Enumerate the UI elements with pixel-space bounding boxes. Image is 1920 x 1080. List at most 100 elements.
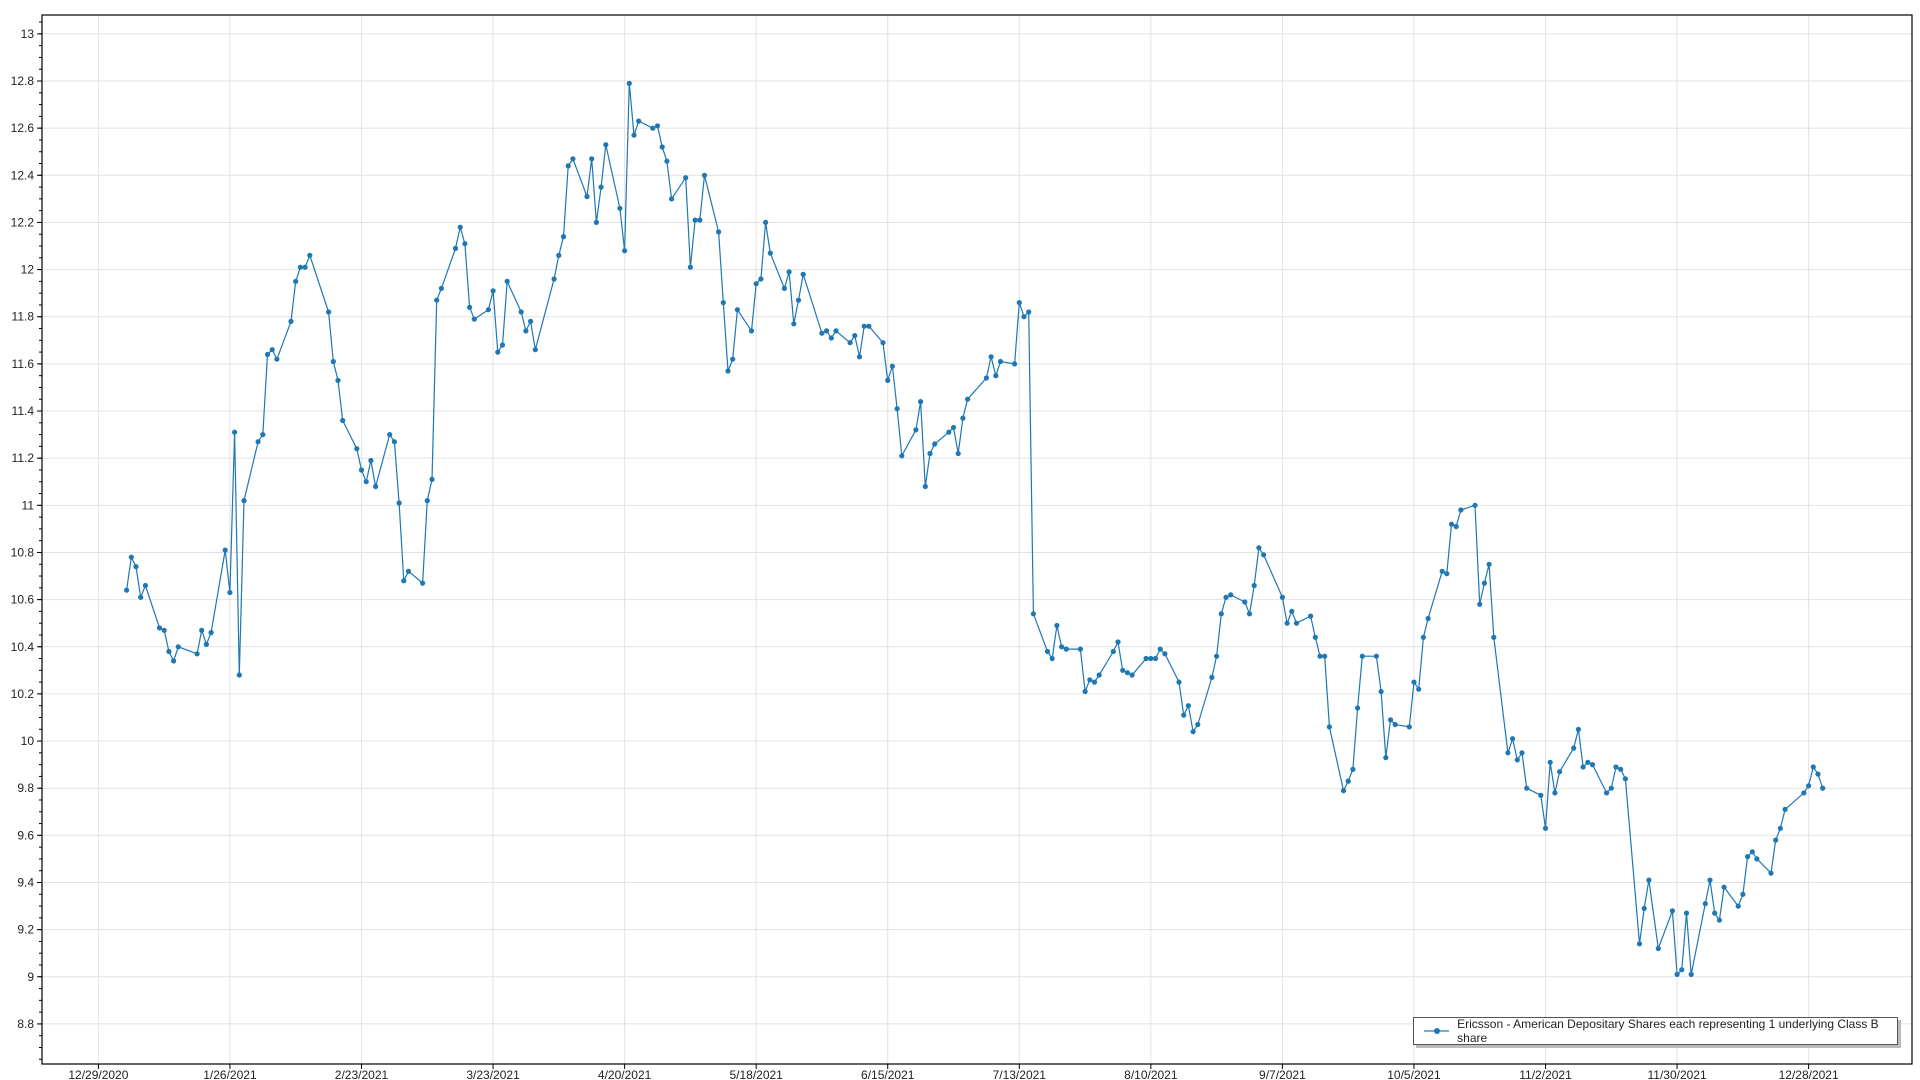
data-point	[791, 321, 797, 327]
data-point	[335, 377, 341, 383]
data-point	[1378, 688, 1384, 695]
data-point	[1721, 884, 1727, 890]
data-point	[1773, 837, 1779, 843]
data-point	[1162, 651, 1168, 657]
gridlines	[42, 15, 1912, 1064]
data-point	[1077, 646, 1083, 652]
data-point	[664, 158, 670, 164]
data-point	[758, 276, 764, 282]
data-point	[373, 483, 379, 490]
data-point	[161, 627, 167, 633]
data-point	[1261, 552, 1267, 558]
data-point	[1585, 759, 1591, 765]
data-point	[716, 229, 722, 235]
data-point	[1754, 856, 1760, 862]
data-point	[1777, 825, 1783, 831]
data-point	[499, 342, 506, 348]
data-point	[340, 417, 346, 424]
data-point	[570, 156, 576, 162]
y-tick-label: 10.6	[11, 593, 35, 607]
data-point	[485, 307, 491, 313]
data-point	[965, 396, 971, 402]
data-point	[405, 568, 412, 574]
data-point	[669, 196, 675, 202]
data-point	[1641, 905, 1647, 912]
data-point	[1016, 300, 1022, 306]
data-point	[650, 125, 656, 131]
data-point	[1026, 309, 1032, 315]
legend: Ericsson - American Depositary Shares ea…	[1413, 1017, 1898, 1045]
data-point	[1604, 790, 1610, 796]
data-point	[199, 627, 205, 633]
data-point	[824, 328, 830, 334]
data-point	[166, 648, 172, 655]
y-tick-label: 10.4	[11, 640, 35, 654]
data-point	[457, 224, 463, 230]
y-tick-label: 12	[21, 263, 35, 277]
y-tick-label: 9.2	[17, 923, 34, 937]
data-point	[1129, 672, 1135, 678]
data-point	[852, 333, 858, 339]
data-point	[1768, 870, 1774, 876]
data-point	[1552, 790, 1558, 796]
data-point	[156, 625, 163, 631]
x-tick-label: 3/23/2021	[466, 1068, 520, 1080]
data-point	[326, 309, 332, 315]
x-tick-label: 5/18/2021	[729, 1068, 783, 1080]
data-point	[495, 349, 501, 355]
data-point	[368, 457, 374, 464]
data-point	[260, 432, 266, 438]
data-point	[1618, 766, 1624, 772]
data-point	[1707, 877, 1713, 883]
data-point	[452, 245, 459, 251]
x-tick-label: 9/7/2021	[1259, 1068, 1306, 1080]
data-point	[927, 450, 933, 457]
y-tick-label: 10	[21, 734, 35, 748]
data-point	[471, 316, 477, 322]
data-point	[730, 356, 736, 362]
x-tick-label: 11/2/2021	[1519, 1068, 1572, 1080]
data-point	[528, 318, 534, 324]
y-tick-label: 9.4	[17, 875, 34, 889]
data-point	[274, 356, 280, 362]
data-point	[1326, 724, 1332, 730]
data-point	[1571, 745, 1577, 751]
data-point	[1820, 785, 1826, 791]
data-point	[1124, 670, 1130, 676]
data-point	[1416, 686, 1422, 692]
data-point	[1745, 854, 1751, 860]
x-tick-label: 10/5/2021	[1387, 1068, 1441, 1080]
data-point	[1355, 705, 1361, 711]
data-point	[955, 450, 961, 457]
data-point	[993, 373, 999, 379]
data-point	[124, 587, 130, 593]
x-tick-label: 7/13/2021	[993, 1068, 1047, 1080]
data-point	[560, 234, 567, 240]
data-point	[1279, 594, 1285, 600]
data-point	[880, 340, 886, 346]
data-point	[1322, 653, 1328, 659]
data-point	[1815, 771, 1821, 777]
data-point	[1782, 806, 1788, 813]
data-point	[1209, 674, 1215, 681]
data-point	[424, 498, 430, 504]
data-point	[1420, 634, 1426, 640]
data-point	[720, 300, 726, 306]
data-point	[1308, 613, 1314, 619]
data-point	[532, 347, 538, 353]
data-point	[175, 644, 181, 650]
data-point	[819, 330, 825, 336]
data-point	[913, 427, 919, 433]
data-point	[1148, 655, 1154, 662]
data-point	[833, 328, 839, 334]
data-point	[1472, 502, 1478, 508]
data-point	[255, 439, 261, 445]
data-point	[269, 347, 275, 353]
data-point	[763, 219, 769, 225]
data-point	[748, 328, 755, 334]
data-point	[551, 276, 557, 282]
data-point	[1054, 622, 1060, 629]
data-point	[1806, 783, 1812, 789]
data-point	[654, 123, 661, 129]
legend-line-marker-icon	[1424, 1026, 1450, 1036]
